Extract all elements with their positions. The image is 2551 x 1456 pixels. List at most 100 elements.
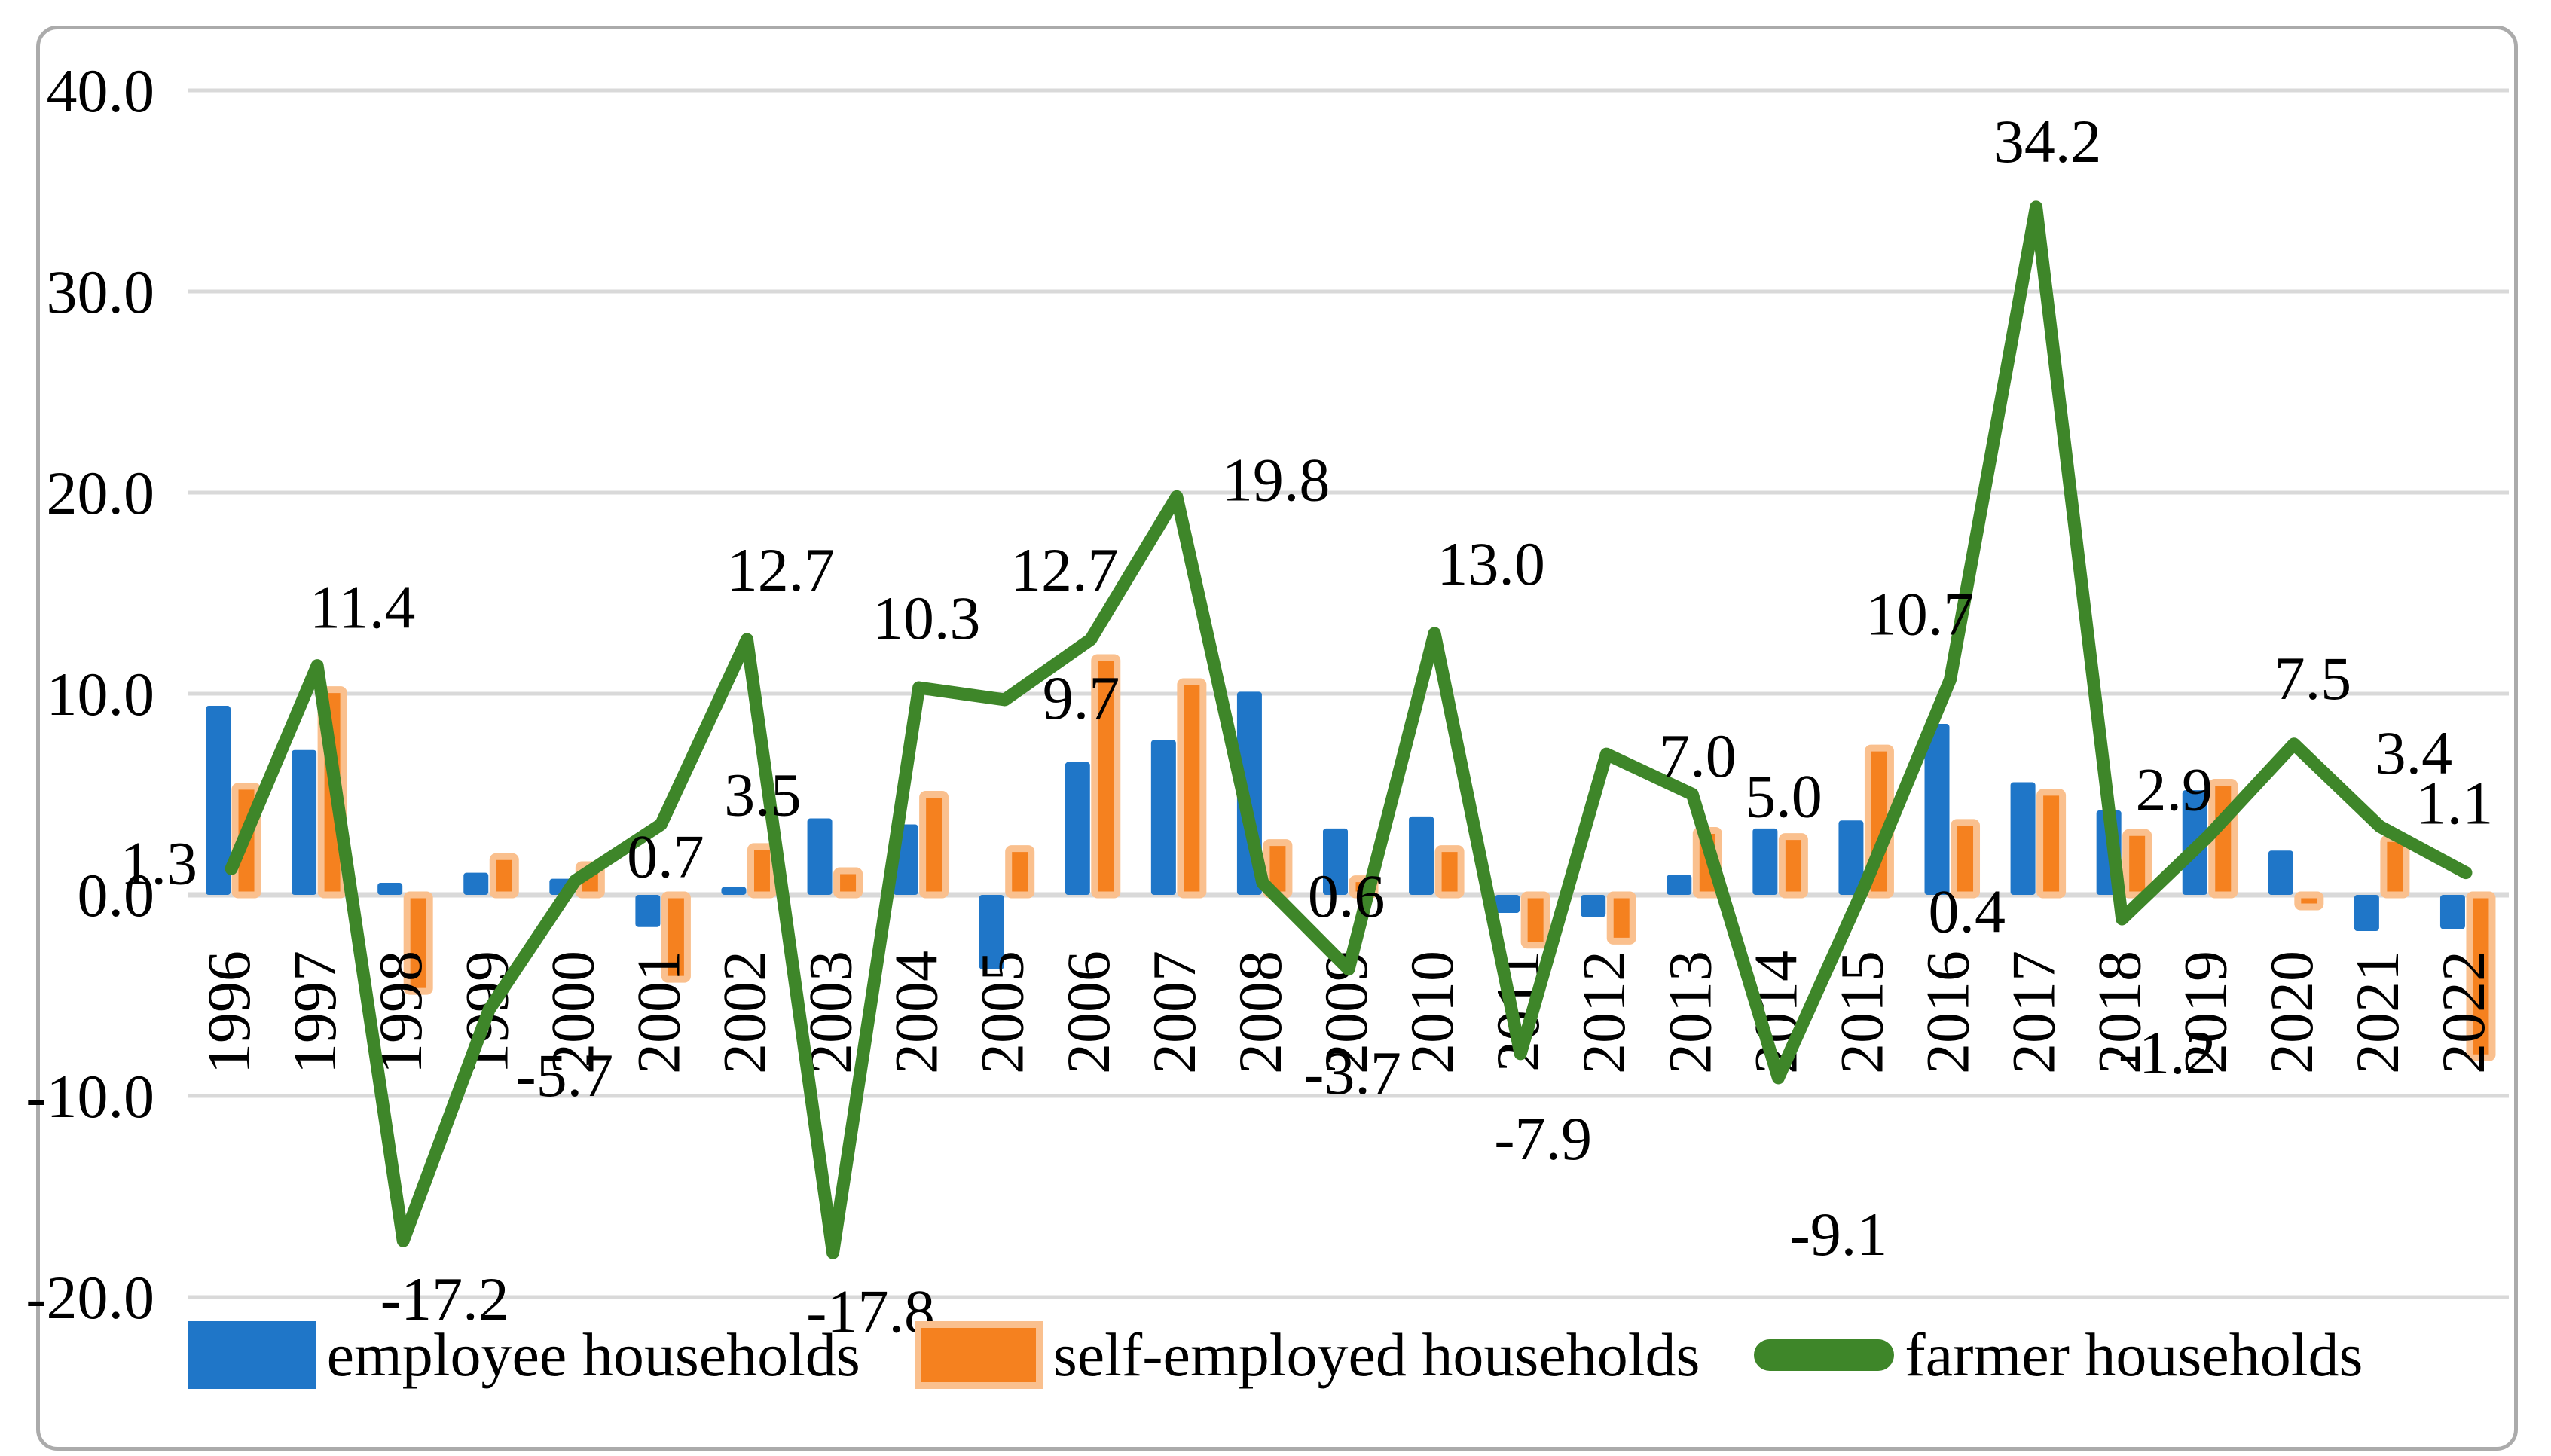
x-axis-year-label: 1997 xyxy=(280,951,349,1074)
data-label-2005: 9.7 xyxy=(1043,664,1120,732)
data-label-1999: -5.7 xyxy=(515,1041,613,1110)
bar-self-employed-2003 xyxy=(833,867,863,899)
data-label-2006: 12.7 xyxy=(1010,536,1119,604)
bar-self-employed-2016 xyxy=(1951,819,1981,899)
x-axis-year-label: 2010 xyxy=(1398,951,1466,1074)
data-label-2010: 13.0 xyxy=(1437,530,1545,598)
bar-employee-1996 xyxy=(206,706,231,895)
bar-self-employed-2017 xyxy=(2036,789,2067,899)
data-label-2019: 2.9 xyxy=(2135,755,2213,824)
bar-self-employed-2002 xyxy=(747,843,777,899)
bar-employee-2014 xyxy=(1752,828,1778,895)
x-axis-year-label: 2018 xyxy=(2085,951,2154,1074)
x-axis-year-label: 2019 xyxy=(2171,951,2240,1074)
data-label-2021: 3.4 xyxy=(2375,719,2453,787)
data-label-1998: -17.2 xyxy=(380,1265,509,1333)
x-axis-year-label: 2020 xyxy=(2257,951,2326,1074)
data-label-2008: 0.6 xyxy=(1308,862,1385,930)
y-axis-tick-label: 20.0 xyxy=(47,459,155,527)
data-label-2003: -17.8 xyxy=(806,1277,935,1345)
data-label-1996: 1.3 xyxy=(121,829,198,897)
bar-self-employed-2005 xyxy=(1005,845,1035,899)
bar-employee-2009 xyxy=(1323,828,1348,895)
data-label-2011: -7.9 xyxy=(1494,1104,1592,1173)
bar-employee-2005 xyxy=(979,895,1004,969)
bar-self-employed-2012 xyxy=(1606,891,1636,945)
bar-employee-2020 xyxy=(2268,850,2293,895)
x-axis-year-label: 2008 xyxy=(1226,951,1294,1074)
legend-swatch-farmer-line xyxy=(1754,1339,1895,1371)
farmer-households-line xyxy=(225,200,2473,1259)
data-label-2016: 10.7 xyxy=(1866,579,1975,648)
legend-swatch-employee-bar xyxy=(188,1321,316,1389)
bar-self-employed-2018 xyxy=(2122,829,2152,899)
bar-employee-2006 xyxy=(1065,762,1090,895)
data-label-2013: 5.0 xyxy=(1745,762,1822,831)
legend-label-employee: employee households xyxy=(326,1320,860,1389)
data-label-2017: 34.2 xyxy=(1993,107,2102,176)
data-label-2004: 10.3 xyxy=(872,584,981,652)
bar-self-employed-2022 xyxy=(2466,891,2496,1061)
legend-swatch-self-employed-bar xyxy=(914,1321,1043,1389)
data-label-2007: 19.8 xyxy=(1222,445,1330,514)
bar-self-employed-2006 xyxy=(1091,654,1121,899)
x-axis-year-label: 2017 xyxy=(2000,951,2068,1074)
bar-self-employed-2021 xyxy=(2380,835,2410,899)
data-label-2018: -1.2 xyxy=(2119,1018,2216,1087)
bar-employee-2013 xyxy=(1667,875,1692,895)
bar-self-employed-1998 xyxy=(403,891,433,995)
bar-employee-2007 xyxy=(1150,740,1176,895)
x-axis-year-label: 2021 xyxy=(2343,951,2412,1074)
bar-employee-2021 xyxy=(2354,895,2379,932)
chart-border xyxy=(36,26,2518,1451)
x-axis-year-label: 2012 xyxy=(1569,951,1638,1074)
legend-label-self-employed: self-employed households xyxy=(1052,1320,1700,1389)
bar-employee-2003 xyxy=(807,818,833,895)
data-label-2001: 3.5 xyxy=(724,761,802,829)
chart-legend: employee households self-employed househ… xyxy=(0,1320,2551,1390)
data-label-2014: -9.1 xyxy=(1789,1200,1887,1268)
bar-self-employed-2004 xyxy=(919,791,949,899)
x-axis-year-label: 2022 xyxy=(2429,951,2498,1074)
data-label-2009: -3.7 xyxy=(1303,1039,1401,1107)
bar-employee-2010 xyxy=(1409,816,1434,895)
y-axis-tick-label: 40.0 xyxy=(47,56,155,125)
x-axis-year-label: 2005 xyxy=(968,951,1037,1074)
x-axis-year-label: 2002 xyxy=(710,951,778,1074)
bar-employee-2011 xyxy=(1495,895,1520,914)
y-axis-tick-label: -10.0 xyxy=(26,1062,154,1131)
y-axis-tick-label: 30.0 xyxy=(47,258,155,326)
bar-employee-2002 xyxy=(721,887,747,895)
y-axis-tick-label: 10.0 xyxy=(47,660,155,728)
data-label-2022: 1.1 xyxy=(2416,769,2494,838)
data-label-2015: 0.4 xyxy=(1928,877,2006,945)
bar-self-employed-2001 xyxy=(661,891,691,983)
x-axis-year-label: 2016 xyxy=(1914,951,1982,1074)
bar-employee-2012 xyxy=(1581,895,1606,917)
bar-employee-1997 xyxy=(292,749,317,895)
x-axis-year-label: 2004 xyxy=(882,951,951,1074)
legend-item-self-employed-households: self-employed households xyxy=(914,1320,1700,1390)
legend-label-farmer: farmer households xyxy=(1905,1320,2363,1389)
bar-employee-2017 xyxy=(2010,782,2036,895)
data-label-2012: 7.0 xyxy=(1659,722,1737,790)
bar-employee-2015 xyxy=(1838,820,1864,895)
bar-self-employed-2019 xyxy=(2208,778,2238,899)
bar-employee-2001 xyxy=(635,895,661,927)
data-label-1997: 11.4 xyxy=(310,573,415,642)
data-label-2000: 0.7 xyxy=(627,822,704,890)
x-axis-year-label: 2015 xyxy=(1827,951,1896,1074)
x-axis-year-label: 2006 xyxy=(1054,951,1123,1074)
bar-employee-1998 xyxy=(377,882,403,895)
bar-self-employed-2007 xyxy=(1177,678,1207,899)
legend-item-employee-households: employee households xyxy=(188,1320,860,1390)
bar-employee-2016 xyxy=(1924,724,1950,895)
y-axis-tick-label: -20.0 xyxy=(26,1263,154,1332)
bar-employee-1999 xyxy=(463,872,489,895)
bar-self-employed-2020 xyxy=(2294,891,2324,911)
x-axis-year-label: 2001 xyxy=(624,951,692,1074)
bar-self-employed-2011 xyxy=(1520,891,1550,949)
bar-self-employed-1999 xyxy=(489,853,519,899)
